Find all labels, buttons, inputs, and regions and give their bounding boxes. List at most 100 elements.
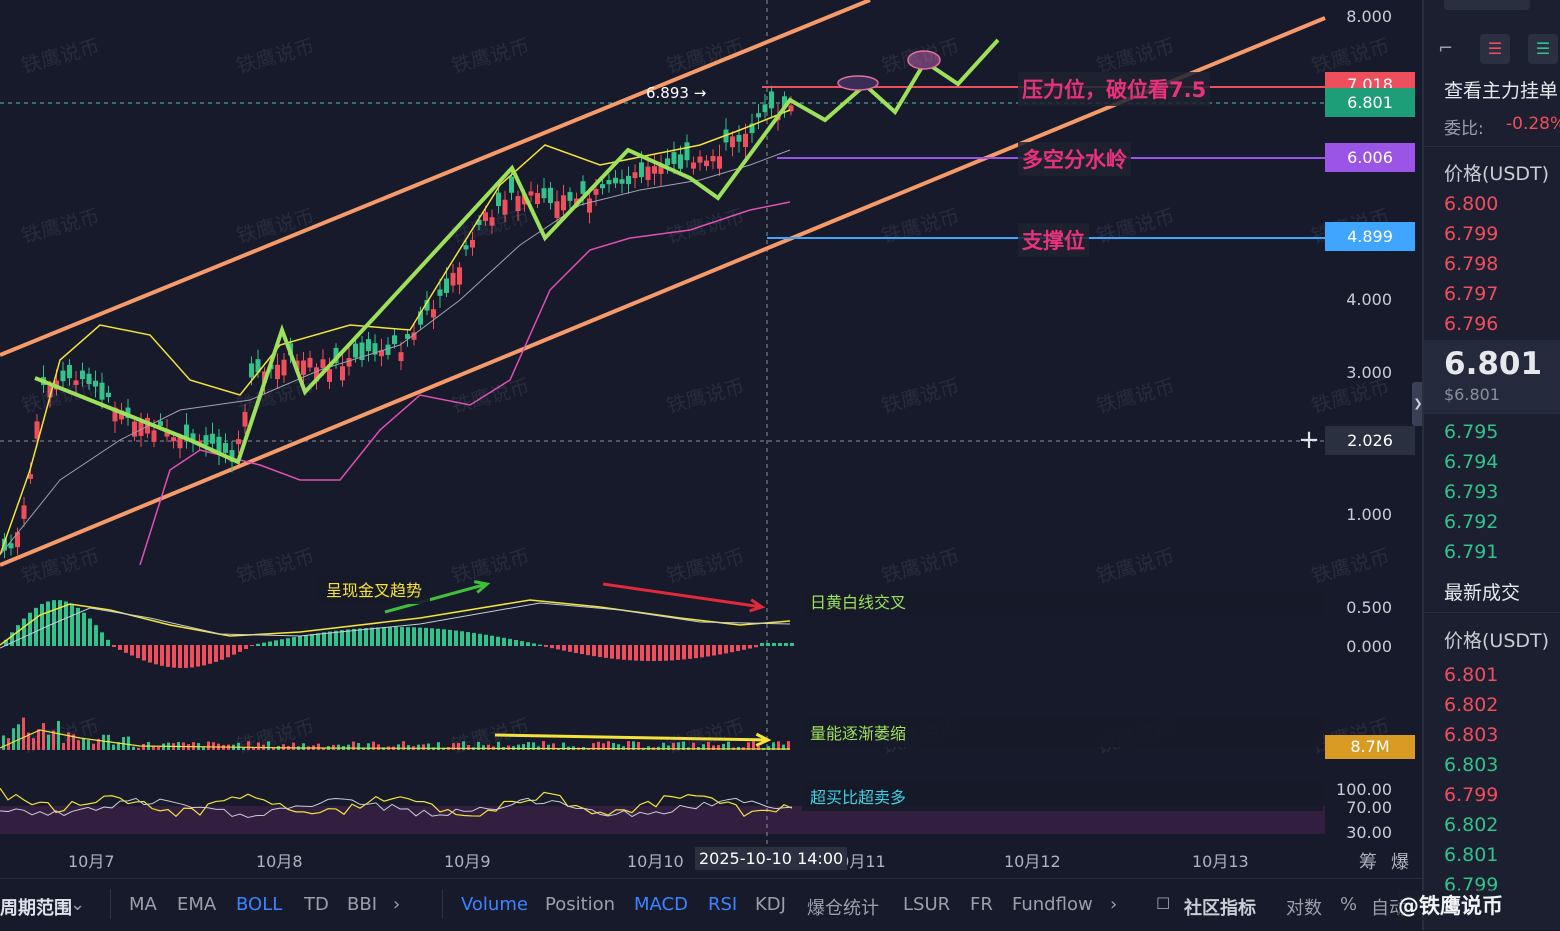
- chevron-right-icon[interactable]: ›: [393, 894, 401, 915]
- percent-scale-button[interactable]: %: [1340, 894, 1358, 915]
- community-indicator-button[interactable]: 社区指标: [1184, 898, 1256, 919]
- candle-body: [353, 343, 358, 358]
- rsi-button[interactable]: RSI: [708, 894, 738, 915]
- candle-body: [314, 367, 319, 382]
- volume-bar: [777, 741, 780, 750]
- volume-bar: [202, 747, 205, 750]
- volume-bar: [347, 744, 350, 750]
- ask-price[interactable]: 6.796: [1444, 313, 1499, 335]
- panel-tab[interactable]: [1444, 0, 1530, 10]
- range-dropdown[interactable]: 周期范围: [0, 898, 72, 919]
- candle-body: [151, 430, 157, 442]
- candle-body: [73, 380, 79, 386]
- chevron-down-icon[interactable]: ⌄: [70, 894, 86, 915]
- lsur-button[interactable]: LSUR: [903, 894, 951, 915]
- date-label: 10月9: [444, 852, 491, 871]
- bid-price[interactable]: 6.795: [1444, 421, 1499, 443]
- volume-bar: [467, 744, 470, 750]
- book-view-icon[interactable]: ☰: [1480, 34, 1510, 64]
- ma-button[interactable]: MA: [129, 894, 157, 915]
- candle-body: [411, 332, 417, 340]
- fr-button[interactable]: FR: [970, 894, 993, 915]
- boll-button[interactable]: BOLL: [236, 894, 283, 915]
- fundflow-button[interactable]: Fundflow: [1012, 894, 1093, 915]
- candle-body: [717, 156, 722, 169]
- volume-bar: [157, 747, 160, 750]
- liquidation-button[interactable]: 爆仓统计: [807, 898, 879, 919]
- candle-body: [86, 373, 92, 385]
- collapse-handle-icon[interactable]: ❯: [1412, 382, 1424, 426]
- layout-icon[interactable]: ⌐: [1438, 38, 1454, 59]
- macd-bar: [310, 634, 314, 646]
- bid-price[interactable]: 6.792: [1444, 511, 1499, 533]
- ask-price[interactable]: 6.799: [1444, 223, 1499, 245]
- candle-body: [249, 363, 254, 378]
- macd-bar: [748, 645, 752, 649]
- bid-price[interactable]: 6.794: [1444, 451, 1499, 473]
- candle-body: [164, 429, 170, 437]
- bid-price[interactable]: 6.791: [1444, 541, 1499, 563]
- ema-button[interactable]: EMA: [177, 894, 217, 915]
- candle-body: [132, 421, 137, 437]
- footer-brand: @铁鹰说币: [1398, 890, 1503, 920]
- macd-bar: [220, 645, 224, 660]
- candle-body: [444, 278, 449, 293]
- date-label: 10月7: [68, 852, 115, 871]
- volume-bar: [142, 743, 145, 750]
- book-view-alt-icon[interactable]: ☰: [1528, 34, 1558, 64]
- ask-price[interactable]: 6.798: [1444, 253, 1499, 275]
- chevron-right-icon[interactable]: ›: [1110, 894, 1118, 915]
- macd-bar: [70, 604, 74, 646]
- chips-button[interactable]: 筹: [1359, 852, 1377, 873]
- macd-bar: [484, 634, 488, 646]
- burst-button[interactable]: 爆: [1391, 852, 1409, 873]
- candle-body: [340, 366, 345, 381]
- volume-bar: [367, 743, 370, 750]
- candle-body: [2, 538, 7, 551]
- macd-bar: [304, 635, 308, 646]
- candle-body: [275, 364, 280, 380]
- candle-body: [470, 239, 475, 248]
- candle-body: [145, 417, 150, 434]
- candle-body: [203, 435, 209, 446]
- support-label: 支撑位: [1018, 223, 1089, 257]
- macd-bar: [142, 645, 146, 661]
- community-icon[interactable]: ☐: [1156, 894, 1171, 913]
- bid-price[interactable]: 6.793: [1444, 481, 1499, 503]
- volume-bar: [332, 744, 335, 750]
- macd-button[interactable]: MACD: [634, 894, 688, 915]
- bbi-button[interactable]: BBI: [347, 894, 378, 915]
- rsi-signal-line: [0, 797, 793, 818]
- candle-body: [580, 181, 586, 194]
- ask-price[interactable]: 6.800: [1444, 193, 1499, 215]
- macd-bar: [700, 645, 704, 658]
- volume-button[interactable]: Volume: [461, 894, 528, 915]
- volume-tag: 8.7M: [1325, 735, 1415, 759]
- td-button[interactable]: TD: [304, 894, 329, 915]
- candle-body: [561, 195, 566, 211]
- volume-bar: [787, 741, 790, 750]
- candle-body: [307, 357, 313, 368]
- macd-bar: [238, 645, 242, 652]
- volume-bar: [282, 744, 285, 750]
- boll-mid-line: [0, 149, 791, 556]
- candle-body: [177, 437, 183, 449]
- macd-bar: [424, 627, 428, 646]
- bearish-arrow-icon: [602, 582, 763, 609]
- view-main-orders-link[interactable]: 查看主力挂单: [1444, 80, 1559, 102]
- macd-bar: [46, 601, 50, 646]
- volume-bar: [477, 741, 480, 750]
- position-button[interactable]: Position: [545, 894, 616, 915]
- macd-bar: [196, 645, 200, 667]
- macd-bar: [628, 645, 632, 661]
- log-scale-button[interactable]: 对数: [1286, 898, 1322, 919]
- crosshair-plus-icon[interactable]: +: [1298, 425, 1320, 455]
- kdj-button[interactable]: KDJ: [755, 894, 786, 915]
- ask-price[interactable]: 6.797: [1444, 283, 1499, 305]
- macd-bar: [724, 645, 728, 654]
- candle-body: [21, 505, 27, 519]
- candle-body: [216, 436, 222, 454]
- volume-bar: [77, 740, 80, 750]
- candle-body: [242, 412, 248, 427]
